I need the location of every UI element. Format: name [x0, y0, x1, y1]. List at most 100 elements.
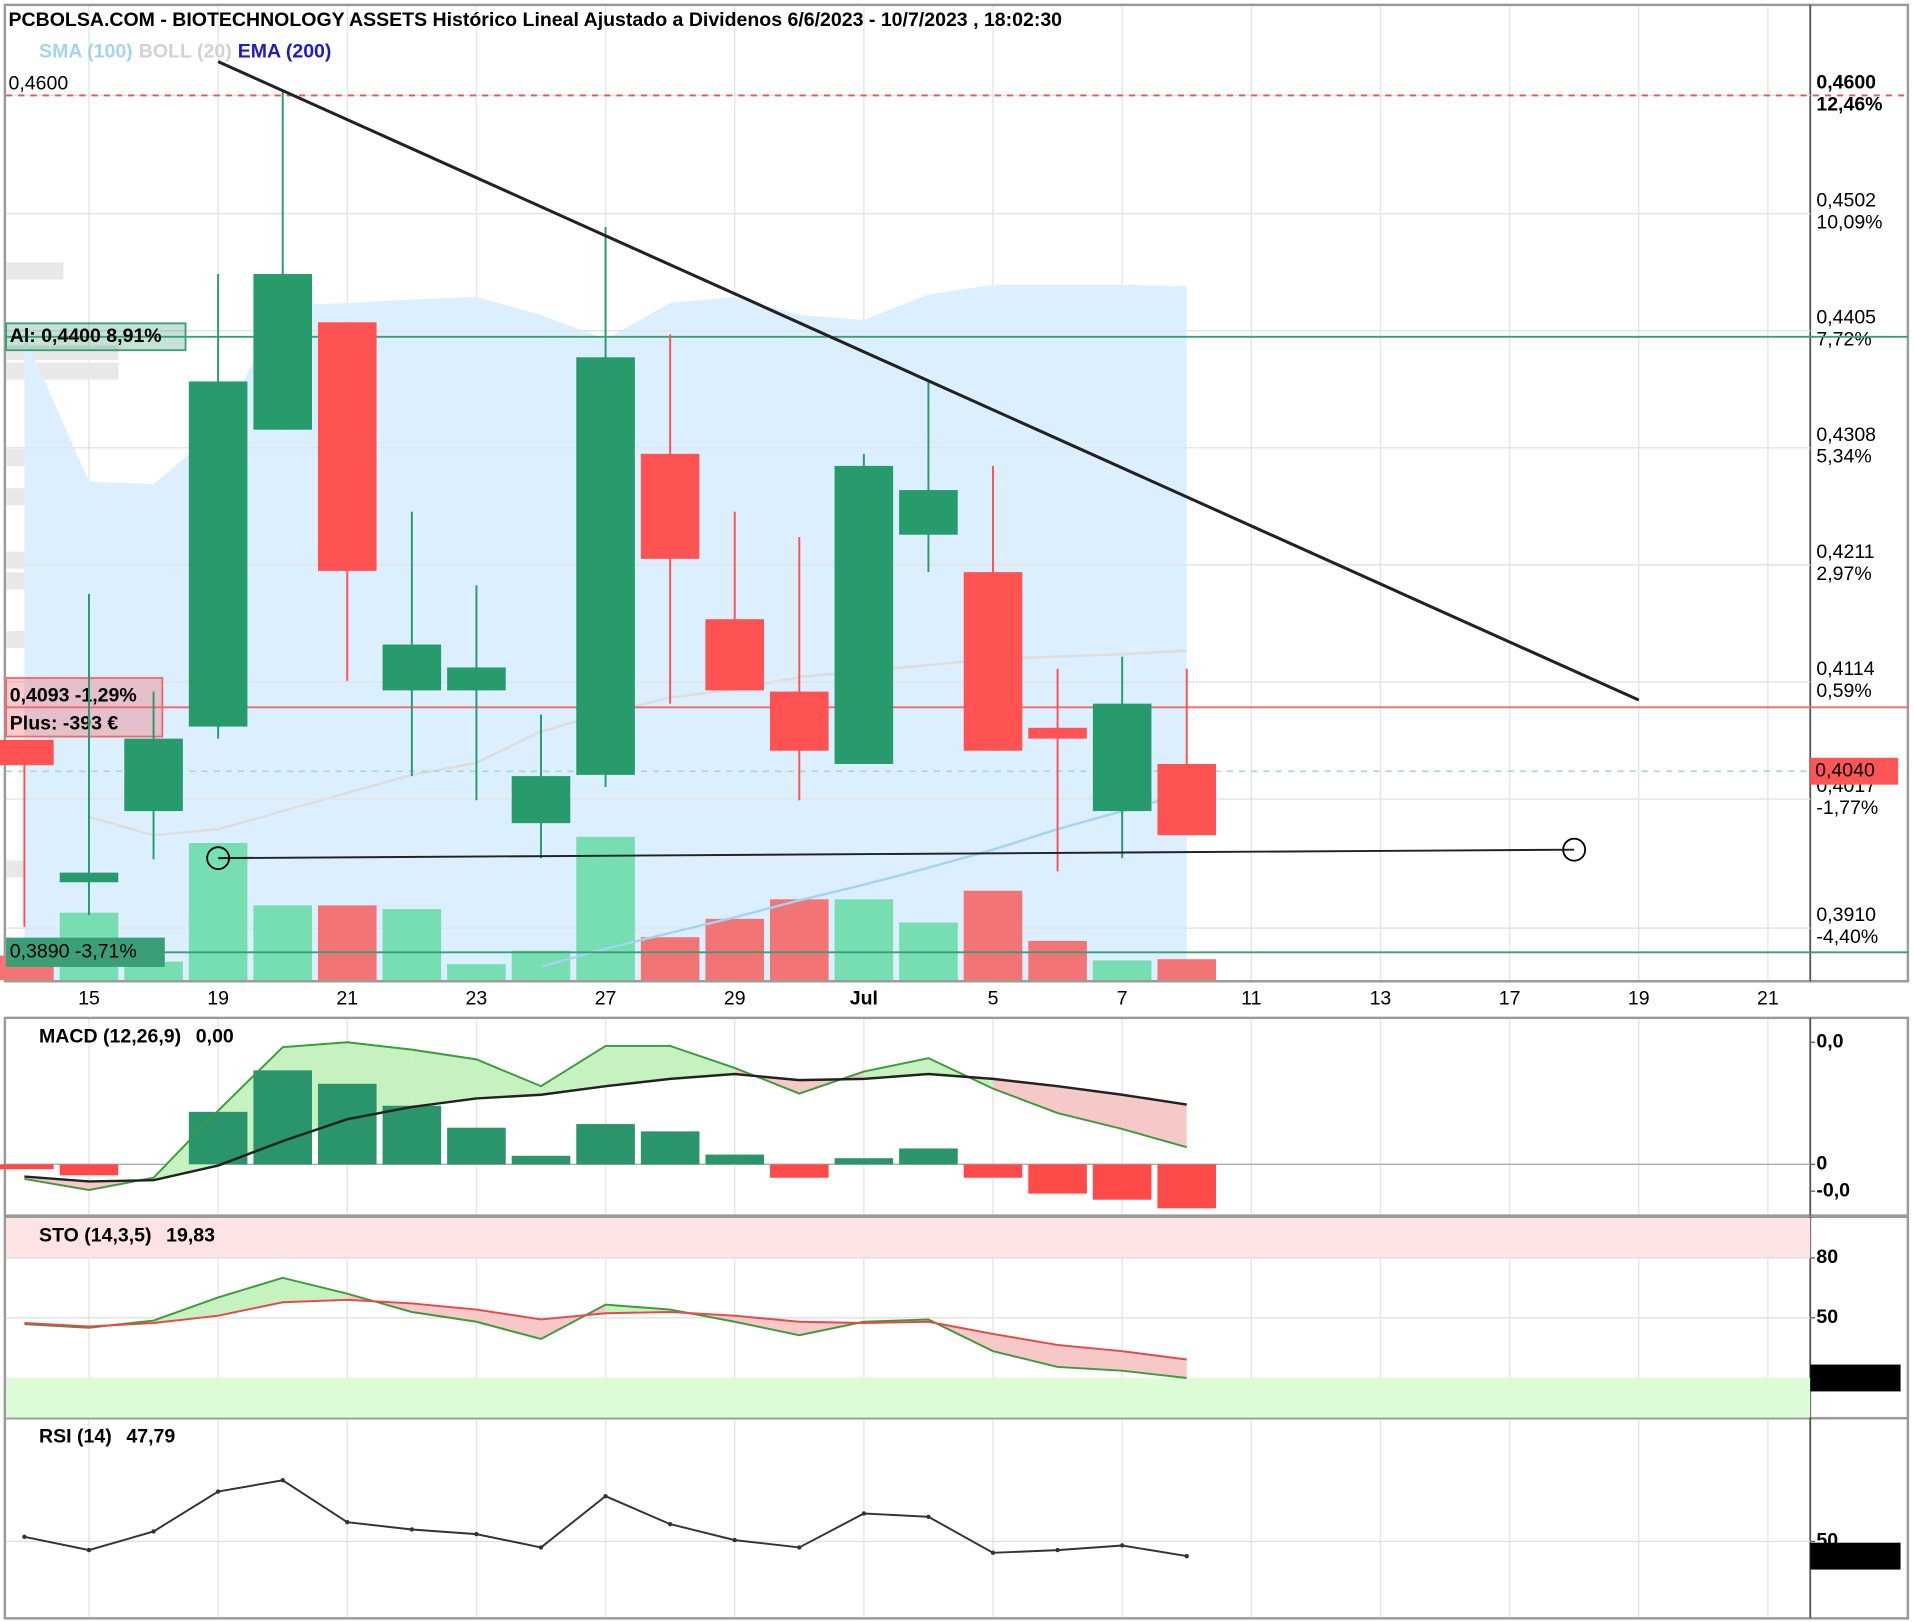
level-box [1810, 757, 1899, 785]
volume-bar [511, 950, 571, 981]
candle-body [769, 691, 829, 751]
candle-body [447, 667, 506, 691]
y-tick-label: 0,4405 [1816, 307, 1876, 329]
rsi-point [603, 1494, 608, 1499]
volume-bar [1157, 959, 1217, 981]
cross-fill [476, 1059, 541, 1099]
histogram-bar [1028, 1164, 1087, 1194]
candle-body [576, 357, 635, 775]
rsi-point [215, 1489, 221, 1494]
rsi-point [280, 1478, 285, 1483]
cross-fill [605, 1045, 671, 1087]
x-tick-label: 13 [1370, 988, 1392, 1010]
rsi-point [732, 1537, 737, 1543]
candle-body [705, 619, 765, 691]
candle-body [640, 453, 700, 559]
y-tick-label: 0,0 [1816, 1030, 1843, 1052]
cross-fill [670, 1045, 735, 1079]
blurred-label [6, 362, 119, 380]
histogram-bar [769, 1164, 829, 1178]
rsi-point [797, 1545, 802, 1550]
y-tick-percent: 12,46% [1816, 93, 1882, 115]
rsi-point [990, 1550, 996, 1555]
cross-fill [1057, 1086, 1123, 1129]
trend-endpoint [1562, 837, 1587, 862]
legend-entry: EMA (200) [238, 41, 332, 63]
x-tick-label: 7 [1117, 988, 1128, 1010]
rsi-point [409, 1527, 415, 1532]
y-tick-label: 0,4308 [1816, 424, 1876, 446]
rsi-point [151, 1529, 156, 1534]
histogram-bar [899, 1148, 958, 1165]
candle-body [1028, 727, 1087, 739]
candle-body [899, 490, 958, 535]
y-tick-label: -0,0 [1816, 1179, 1850, 1201]
level-box [5, 677, 164, 738]
y-tick-label: 80 [1816, 1246, 1838, 1268]
x-tick-label: 27 [595, 988, 617, 1010]
y-tick-percent: 10,09% [1816, 212, 1882, 234]
candle-body [317, 322, 377, 571]
legend: SMA (100) BOLL (20) EMA (200) [39, 41, 331, 63]
volume-bar [317, 905, 377, 981]
volume-bar [188, 842, 248, 981]
main-frame [3, 3, 1910, 983]
histogram-bar [834, 1158, 894, 1165]
histogram-bar [447, 1127, 506, 1165]
indicator-value: 19,83 [166, 1224, 215, 1246]
candle-body [59, 872, 119, 883]
histogram-bar [576, 1124, 635, 1165]
rsi-point [22, 1534, 27, 1539]
cross-fill [411, 1303, 477, 1322]
trend-line [218, 848, 1575, 860]
candle-body [382, 644, 442, 691]
macd-line [24, 1041, 1187, 1191]
rsi-point [538, 1545, 544, 1550]
oversold-zone [6, 1377, 1811, 1418]
histogram-bar [317, 1083, 377, 1165]
rsi-point [1119, 1543, 1125, 1548]
rsi-point [667, 1521, 673, 1527]
x-tick-label: 17 [1499, 988, 1521, 1010]
x-tick-label: 11 [1241, 988, 1261, 1010]
candle-body [963, 572, 1023, 751]
indicator-name: MACD (12,26,9) [39, 1026, 181, 1048]
x-tick-label: 15 [78, 988, 100, 1010]
rsi-point [926, 1514, 931, 1520]
volume-bar [963, 890, 1023, 981]
volume-bar [899, 922, 958, 981]
histogram-bar [1092, 1164, 1152, 1200]
panel-title: STO (14,3,5) 19,83 [39, 1224, 215, 1246]
cross-fill [1122, 1094, 1187, 1148]
volume-bar [834, 899, 894, 981]
y-tick-percent: 5,34% [1816, 446, 1871, 468]
x-tick-label: 19 [1628, 988, 1650, 1010]
level-label: Al: 0,4400 8,91% [10, 325, 162, 347]
y-tick-percent: 2,97% [1816, 563, 1871, 585]
volume-bar [769, 899, 829, 981]
y-tick-label: 50 [1816, 1306, 1838, 1328]
sma-line [540, 791, 1188, 968]
indicator-value: 0,00 [196, 1026, 234, 1048]
y-tick-label: 0 [1816, 1152, 1827, 1174]
rsi-point [861, 1511, 867, 1516]
volume-bar [576, 836, 635, 981]
histogram-bar [705, 1154, 765, 1165]
current-value-box [1810, 1542, 1901, 1570]
signal-line [24, 1072, 1187, 1183]
level-box [6, 937, 165, 967]
candle-body [253, 274, 313, 430]
candle-body [1157, 764, 1217, 836]
level-label: 0,4600 [9, 73, 69, 95]
candle-body [188, 381, 248, 727]
d-line [24, 1298, 1187, 1361]
level-note: Plus: -393 € [10, 713, 119, 735]
y-tick-label: 0,4114 [1816, 658, 1874, 680]
volume-bar [253, 905, 313, 981]
x-tick-label: Jul [850, 988, 878, 1010]
histogram-bar [382, 1105, 442, 1165]
x-tick-label: 21 [1757, 988, 1779, 1010]
level-label: 0,3890 -3,71% [10, 940, 137, 962]
k-line [24, 1276, 1187, 1379]
